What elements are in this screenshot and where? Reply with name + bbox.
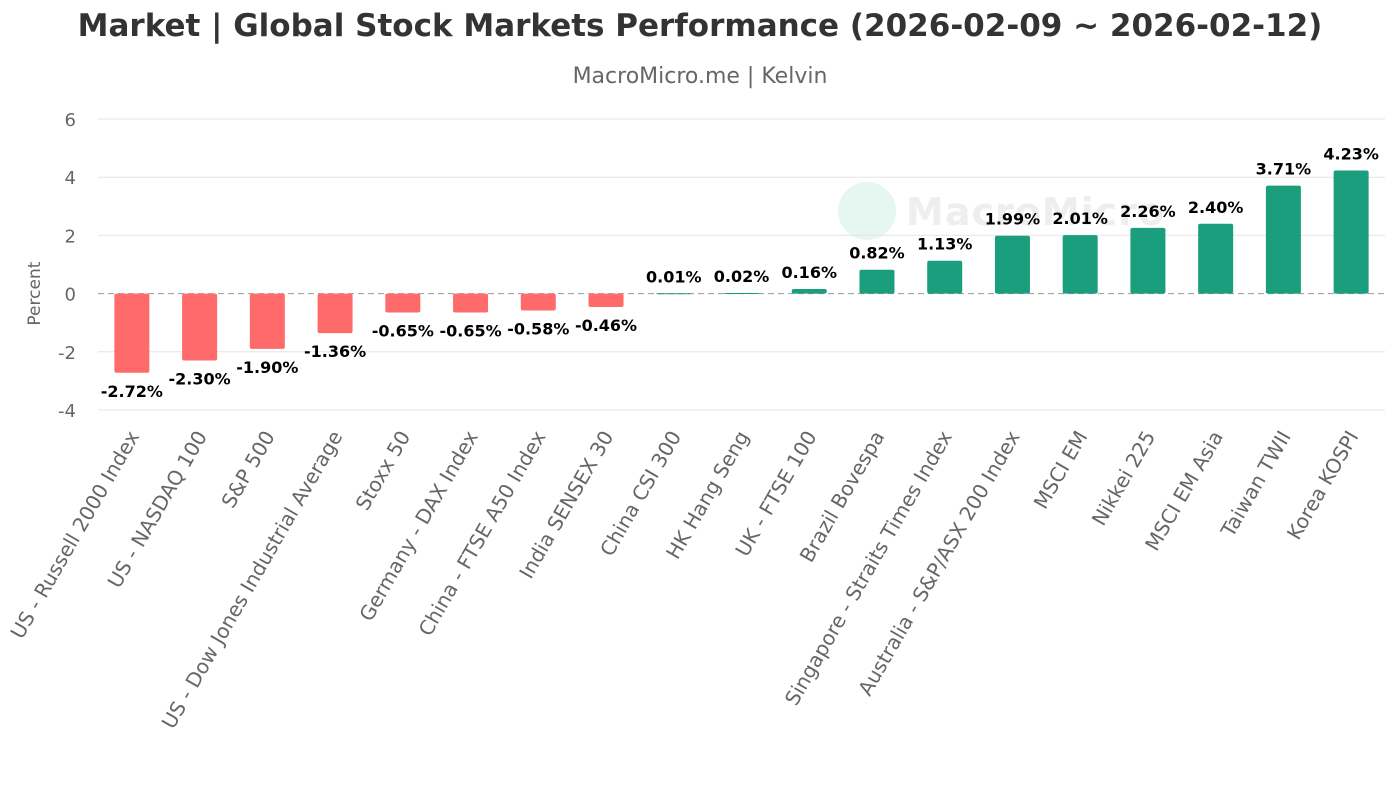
bar [385, 293, 421, 313]
x-tick-label: US - Russell 2000 Index [5, 426, 144, 642]
data-label: -2.72% [101, 382, 163, 401]
bar [656, 293, 692, 295]
bar [1130, 227, 1166, 294]
y-tick-label: -2 [58, 343, 76, 364]
data-label: 0.02% [714, 267, 770, 286]
data-label: -0.65% [372, 322, 434, 341]
x-tick-label: Korea KOSPI [1282, 427, 1364, 544]
x-tick-label: Germany - DAX Index [354, 426, 483, 625]
chart-title: Market | Global Stock Markets Performanc… [77, 8, 1323, 44]
data-label: 0.01% [646, 267, 702, 286]
data-label: -0.65% [439, 322, 501, 341]
bar [114, 293, 150, 373]
data-label: 1.99% [985, 210, 1041, 229]
x-tick-label: Stoxx 50 [351, 427, 416, 515]
bar [1265, 185, 1301, 294]
bar [859, 269, 895, 294]
bar [249, 293, 285, 349]
macromicro-logo-icon [838, 182, 896, 240]
y-tick-label: 2 [65, 226, 76, 247]
y-tick-label: -4 [58, 401, 76, 422]
bar [724, 293, 759, 295]
bar [927, 260, 963, 294]
y-axis-label: Percent [25, 261, 45, 325]
bar [1333, 170, 1369, 294]
data-label: -2.30% [169, 370, 231, 389]
bar [453, 293, 489, 313]
data-label: -0.46% [575, 316, 637, 335]
data-label: 2.01% [1052, 209, 1108, 228]
chart-subtitle: MacroMicro.me | Kelvin [572, 64, 828, 89]
x-tick-label: MSCI EM [1029, 427, 1093, 514]
x-tick-label: S&P 500 [216, 427, 279, 513]
bar [182, 293, 218, 361]
data-label: 0.82% [849, 244, 905, 263]
y-tick-label: 0 [65, 285, 76, 306]
data-label: -1.36% [304, 342, 366, 361]
bar [791, 288, 827, 294]
y-tick-label: 4 [65, 168, 76, 189]
data-label: -0.58% [507, 319, 569, 338]
bar [1198, 223, 1234, 294]
x-tick-label: China - FTSE A50 Index [413, 426, 550, 640]
data-label: 2.26% [1120, 202, 1176, 221]
x-tick-label: Taiwan TWII [1215, 427, 1295, 542]
y-tick-label: 6 [65, 110, 76, 131]
data-label: -1.90% [236, 358, 298, 377]
x-tick-label: Nikkei 225 [1087, 427, 1160, 530]
bar [994, 235, 1030, 294]
watermark: MacroMicro [906, 190, 1166, 234]
bar [317, 293, 353, 334]
data-label: 4.23% [1323, 145, 1379, 164]
bar [520, 293, 556, 311]
bar [588, 293, 624, 307]
data-label: 0.16% [781, 263, 837, 282]
data-label: 1.13% [917, 235, 973, 254]
data-label: 2.40% [1188, 198, 1244, 217]
data-label: 3.71% [1256, 160, 1312, 179]
bar [1062, 235, 1098, 294]
